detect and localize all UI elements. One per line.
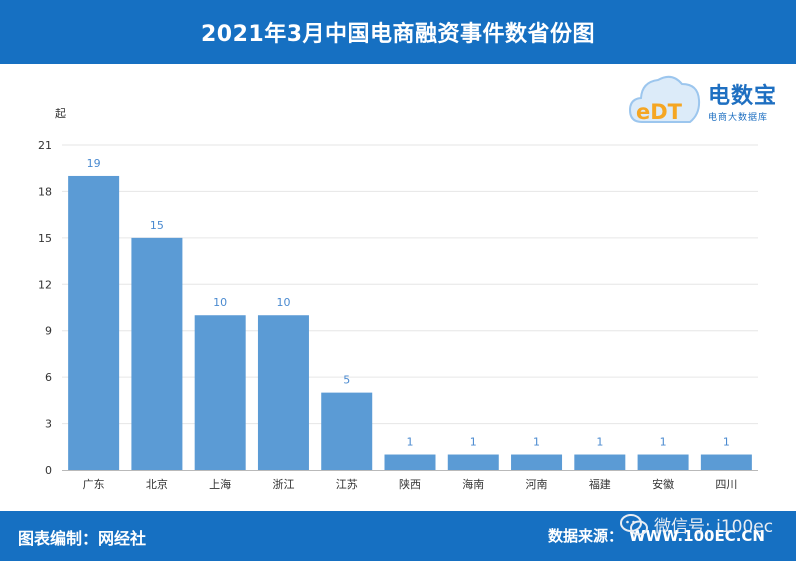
- x-tick-label: 安徽: [652, 477, 674, 491]
- x-tick-label: 四川: [715, 478, 737, 491]
- bar-chart: 0 3 6 9 12 15 18 21 起 19 广东 15 北京 10 上海 10 浙江 5 江苏 1 陕西 1 海南 1 河…: [38, 107, 758, 491]
- data-source-url: WWW.100EC.CN: [629, 527, 765, 545]
- x-tick-label: 河南: [526, 478, 548, 491]
- y-tick-label: 3: [45, 418, 52, 431]
- y-tick-label: 12: [38, 278, 52, 291]
- wechat-icon: [620, 513, 648, 535]
- bar: [257, 315, 309, 470]
- bar: [637, 454, 689, 470]
- y-tick-label: 15: [38, 232, 52, 245]
- bar: [511, 454, 563, 470]
- bar-value-label: 1: [407, 436, 414, 449]
- logo-tagline: 电商大数据库: [708, 113, 769, 123]
- x-tick-label: 陕西: [399, 477, 421, 491]
- x-tick-label: 浙江: [272, 478, 294, 491]
- data-source-label: 数据来源：: [548, 527, 624, 545]
- y-tick-label: 9: [45, 325, 52, 338]
- x-tick-label: 上海: [209, 477, 231, 491]
- chart-header: 2021年3月中国电商融资事件数省份图: [0, 0, 796, 64]
- x-tick-label: 北京: [146, 477, 168, 491]
- bar-value-label: 19: [87, 157, 101, 170]
- y-tick-label: 6: [45, 371, 52, 384]
- bar: [131, 237, 183, 470]
- bar-value-label: 15: [150, 219, 164, 232]
- y-tick-label: 18: [38, 185, 52, 198]
- bar-value-label: 1: [723, 436, 730, 449]
- wechat-watermark: 微信号: i100ec: [620, 512, 773, 537]
- bar-value-label: 5: [343, 374, 350, 387]
- bar: [700, 454, 752, 470]
- bar: [384, 454, 436, 470]
- bar: [68, 175, 120, 470]
- chart-title: 2021年3月中国电商融资事件数省份图: [200, 22, 596, 47]
- bar-value-label: 1: [533, 436, 540, 449]
- bar-value-label: 10: [213, 296, 227, 309]
- logo-mark: eDT: [636, 100, 683, 124]
- bar: [321, 392, 373, 470]
- edt-logo: eDT 电数宝 电商大数据库: [628, 70, 793, 132]
- x-tick-label: 江苏: [336, 478, 358, 491]
- x-tick-label: 福建: [589, 477, 611, 491]
- data-source: 数据来源： WWW.100EC.CN: [548, 525, 765, 546]
- bar: [574, 454, 626, 470]
- logo-brand: 电数宝: [708, 84, 778, 109]
- wechat-id: 微信号: i100ec: [654, 517, 774, 537]
- bar-value-label: 1: [660, 436, 667, 449]
- chart-footer: 图表编制：网经社 数据来源： WWW.100EC.CN: [0, 511, 796, 561]
- bar-value-label: 1: [596, 436, 603, 449]
- x-tick-label: 广东: [83, 478, 105, 491]
- bar-value-label: 10: [276, 296, 290, 309]
- x-tick-label: 海南: [462, 477, 484, 491]
- y-tick-label: 21: [38, 139, 52, 152]
- bar: [194, 315, 246, 470]
- cloud-logo-icon: eDT: [628, 75, 701, 124]
- chart-credit: 图表编制：网经社: [18, 529, 147, 548]
- y-axis-unit: 起: [55, 107, 66, 120]
- bar: [447, 454, 499, 470]
- y-tick-label: 0: [45, 464, 52, 477]
- bar-value-label: 1: [470, 436, 477, 449]
